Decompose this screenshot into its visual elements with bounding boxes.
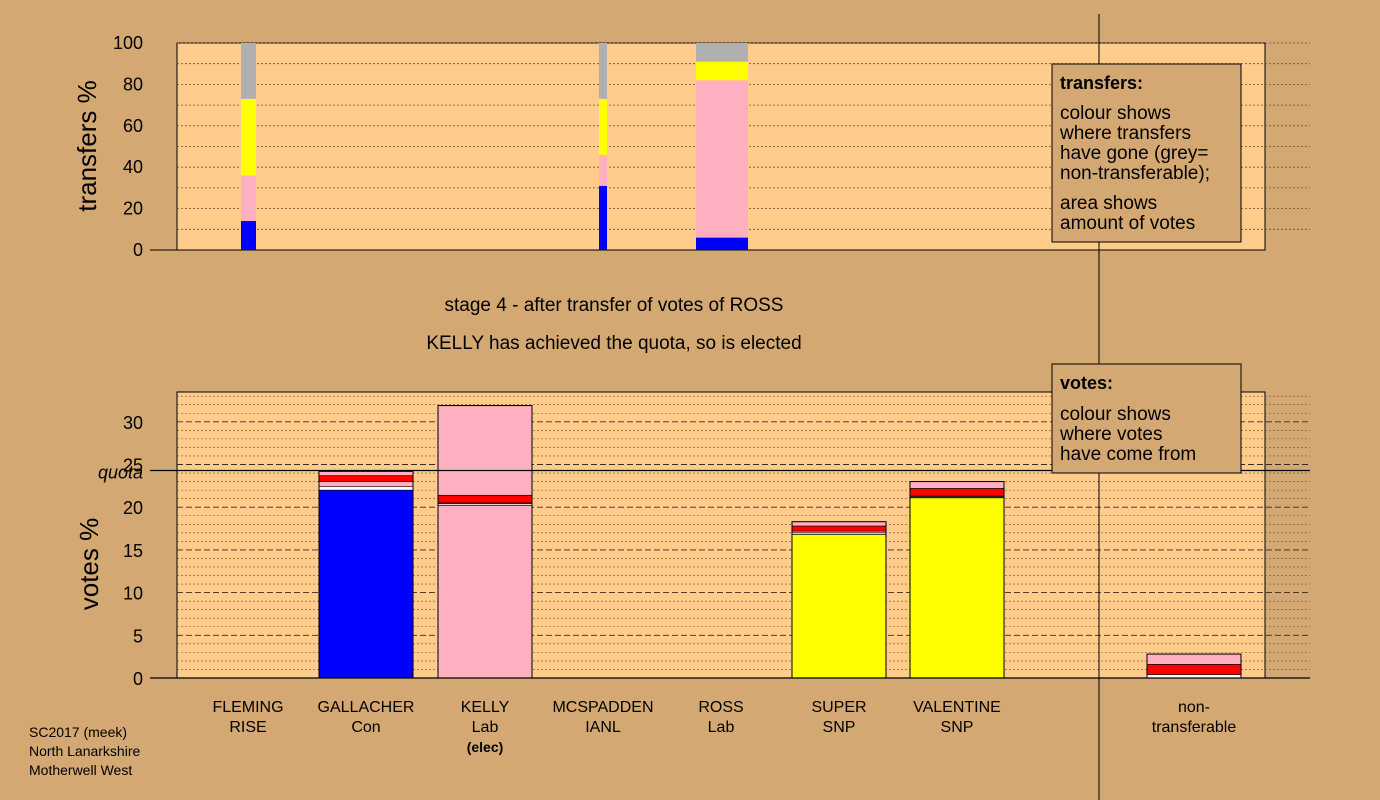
votes-tick-label: 15 (123, 541, 143, 561)
candidate-name: FLEMING (212, 699, 283, 716)
candidate-party: Lab (472, 719, 499, 736)
transfers-tick-label: 60 (123, 116, 143, 136)
transfers-tick-label: 40 (123, 157, 143, 177)
footer-election: SC2017 (meek) (29, 724, 127, 740)
footer-ward: Motherwell West (29, 762, 132, 778)
candidate-party: IANL (585, 719, 621, 736)
vote-bar-segment (437, 505, 533, 679)
votes-bars (318, 405, 1242, 679)
transfers-tick-label: 0 (133, 240, 143, 260)
vote-bar-segment (791, 525, 887, 532)
vote-bar-segment (318, 486, 414, 491)
legend-transfers: transfers: colour shows where transfers … (1051, 63, 1242, 243)
votes-axis-title: votes % (74, 518, 104, 611)
candidate-labels: FLEMING RISE GALLACHER Con KELLY Lab (elec) MCS… (212, 699, 1236, 755)
transfer-bar-segment (599, 98, 607, 155)
vote-bar-segment (318, 475, 414, 482)
candidate-name: GALLACHER (318, 699, 415, 716)
transfers-tick-label: 20 (123, 199, 143, 219)
legend-votes-line: colour shows (1060, 404, 1171, 425)
vote-bar-segment (791, 534, 887, 679)
candidate-party: SNP (823, 719, 856, 736)
transfers-tick-label: 100 (113, 33, 143, 53)
vote-bar-segment (437, 405, 533, 496)
transfer-bar-segment (241, 98, 256, 176)
votes-tick-label: 5 (133, 626, 143, 646)
candidate-name: VALENTINE (913, 699, 1001, 716)
vote-bar-segment (791, 521, 887, 527)
votes-tick-label: 20 (123, 498, 143, 518)
transfer-bar-segment (696, 237, 748, 250)
vote-bar-segment (1146, 664, 1242, 675)
transfer-bar-segment (241, 43, 256, 99)
legend-transfers-title: transfers: (1060, 73, 1143, 93)
transfer-bar-segment (241, 221, 256, 250)
transfer-bar-segment (599, 185, 607, 250)
legend-votes-line: have come from (1060, 444, 1196, 465)
votes-tick-label: 30 (123, 413, 143, 433)
candidate-name: ROSS (698, 699, 743, 716)
legend-transfers-line: where transfers (1059, 123, 1191, 144)
candidate-name: MCSPADDEN (552, 699, 653, 716)
transfer-bar-segment (241, 175, 256, 222)
legend-votes-title: votes: (1060, 373, 1113, 393)
votes-y-ticks: 0 5 10 15 20 25 30 (123, 413, 143, 689)
transfer-bar-segment (599, 43, 607, 99)
candidate-name: SUPER (811, 699, 866, 716)
candidate-party: SNP (941, 719, 974, 736)
quota-label: quota (98, 462, 143, 482)
stage-description: stage 4 - after transfer of votes of ROS… (445, 295, 784, 316)
footer-info: SC2017 (meek) North Lanarkshire Motherwe… (29, 724, 140, 778)
votes-tick-label: 25 (123, 456, 143, 476)
transfer-bar-segment (599, 154, 607, 186)
vote-bar-segment (318, 471, 414, 476)
transfers-bars (241, 43, 748, 250)
elected-marker: (elec) (467, 739, 504, 755)
candidate-name: KELLY (461, 699, 510, 716)
nontransferable-label: non- (1178, 699, 1210, 716)
legend-transfers-line: colour shows (1060, 103, 1171, 124)
legend-transfers-line: have gone (grey= (1060, 143, 1208, 164)
legend-votes-box (1051, 363, 1242, 474)
transfers-y-ticks: 0 20 40 60 80 100 (113, 33, 143, 260)
candidate-party: RISE (229, 719, 266, 736)
candidate-party: Lab (708, 719, 735, 736)
vote-bar-segment (318, 489, 414, 679)
vote-bar-segment (318, 481, 414, 488)
transfer-bar-segment (696, 61, 748, 81)
legend-transfers-line: area shows (1060, 193, 1157, 214)
legend-votes: votes: colour shows where votes have com… (1051, 363, 1242, 474)
legend-transfers-line: amount of votes (1060, 213, 1195, 234)
nontransferable-label: transferable (1152, 719, 1237, 736)
stage-result: KELLY has achieved the quota, so is elec… (426, 333, 801, 354)
footer-council: North Lanarkshire (29, 743, 140, 759)
votes-tick-label: 0 (133, 669, 143, 689)
votes-chart: 0 5 10 15 20 25 30 quota votes % FLEMING RISE GA… (74, 391, 1310, 755)
transfers-tick-label: 80 (123, 74, 143, 94)
vote-bar-segment (437, 494, 533, 504)
vote-bar-segment (909, 481, 1005, 489)
vote-bar-segment (909, 497, 1005, 679)
legend-votes-line: where votes (1059, 424, 1162, 445)
transfers-axis-title: transfers % (72, 80, 102, 212)
votes-tick-label: 10 (123, 584, 143, 604)
vote-bar-segment (1146, 653, 1242, 665)
legend-transfers-box (1051, 63, 1242, 243)
legend-transfers-line: non-transferable); (1060, 163, 1210, 184)
vote-bar-segment (909, 488, 1005, 497)
candidate-party: Con (351, 719, 380, 736)
transfer-bar-segment (696, 43, 748, 62)
transfer-bar-segment (696, 80, 748, 238)
